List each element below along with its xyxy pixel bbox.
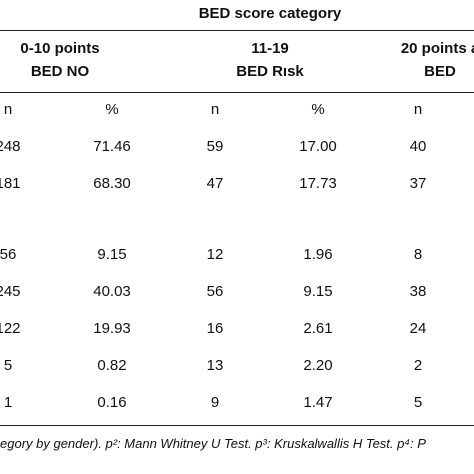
cell: 40 — [409, 138, 427, 155]
cell: 71.46 — [93, 138, 131, 155]
column-header: n — [413, 101, 423, 118]
footnote: egory by gender). p²: Mann Whitney U Tes… — [0, 436, 426, 451]
cell: 40.03 — [93, 283, 131, 300]
group-label: 0-10 points — [20, 40, 100, 57]
cell: 0.82 — [97, 357, 127, 374]
cell: 19.93 — [93, 320, 131, 337]
cell: 56 — [206, 283, 224, 300]
column-header: % — [105, 101, 119, 118]
cell: 9.15 — [97, 246, 127, 263]
cell: 1.96 — [303, 246, 333, 263]
cell: 9.15 — [303, 283, 333, 300]
cell: 2.20 — [303, 357, 333, 374]
rule — [0, 425, 474, 426]
cell: 1.47 — [303, 394, 333, 411]
cell: 24 — [409, 320, 427, 337]
group-sublabel: BED Rısk — [236, 63, 304, 80]
cell: 38 — [409, 283, 427, 300]
cell: 13 — [206, 357, 224, 374]
cell: 181 — [0, 175, 21, 192]
cell: 5 — [3, 357, 13, 374]
column-header: n — [210, 101, 220, 118]
cell: 17.73 — [299, 175, 337, 192]
cell: 8 — [413, 246, 423, 263]
group-sublabel: BED — [424, 63, 456, 80]
column-header: n — [3, 101, 13, 118]
cell: 1 — [3, 394, 13, 411]
cell: 17.00 — [299, 138, 337, 155]
cell: 16 — [206, 320, 224, 337]
cell: 12 — [206, 246, 224, 263]
cell: 68.30 — [93, 175, 131, 192]
group-label: 20 points a — [400, 40, 474, 57]
cell: 122 — [0, 320, 21, 337]
column-header: % — [311, 101, 325, 118]
cell: 59 — [206, 138, 224, 155]
cell: 0.16 — [97, 394, 127, 411]
cell: 248 — [0, 138, 21, 155]
cell: 56 — [0, 246, 17, 263]
cell: 2.61 — [303, 320, 333, 337]
table-title: BED score category — [198, 5, 342, 22]
rule — [0, 30, 474, 31]
cell: 37 — [409, 175, 427, 192]
group-label: 11-19 — [251, 40, 289, 57]
cell: 245 — [0, 283, 21, 300]
group-sublabel: BED NO — [30, 63, 90, 80]
cell: 2 — [413, 357, 423, 374]
cell: 5 — [413, 394, 423, 411]
cell: 47 — [206, 175, 224, 192]
cell: 9 — [210, 394, 220, 411]
rule — [0, 92, 474, 93]
